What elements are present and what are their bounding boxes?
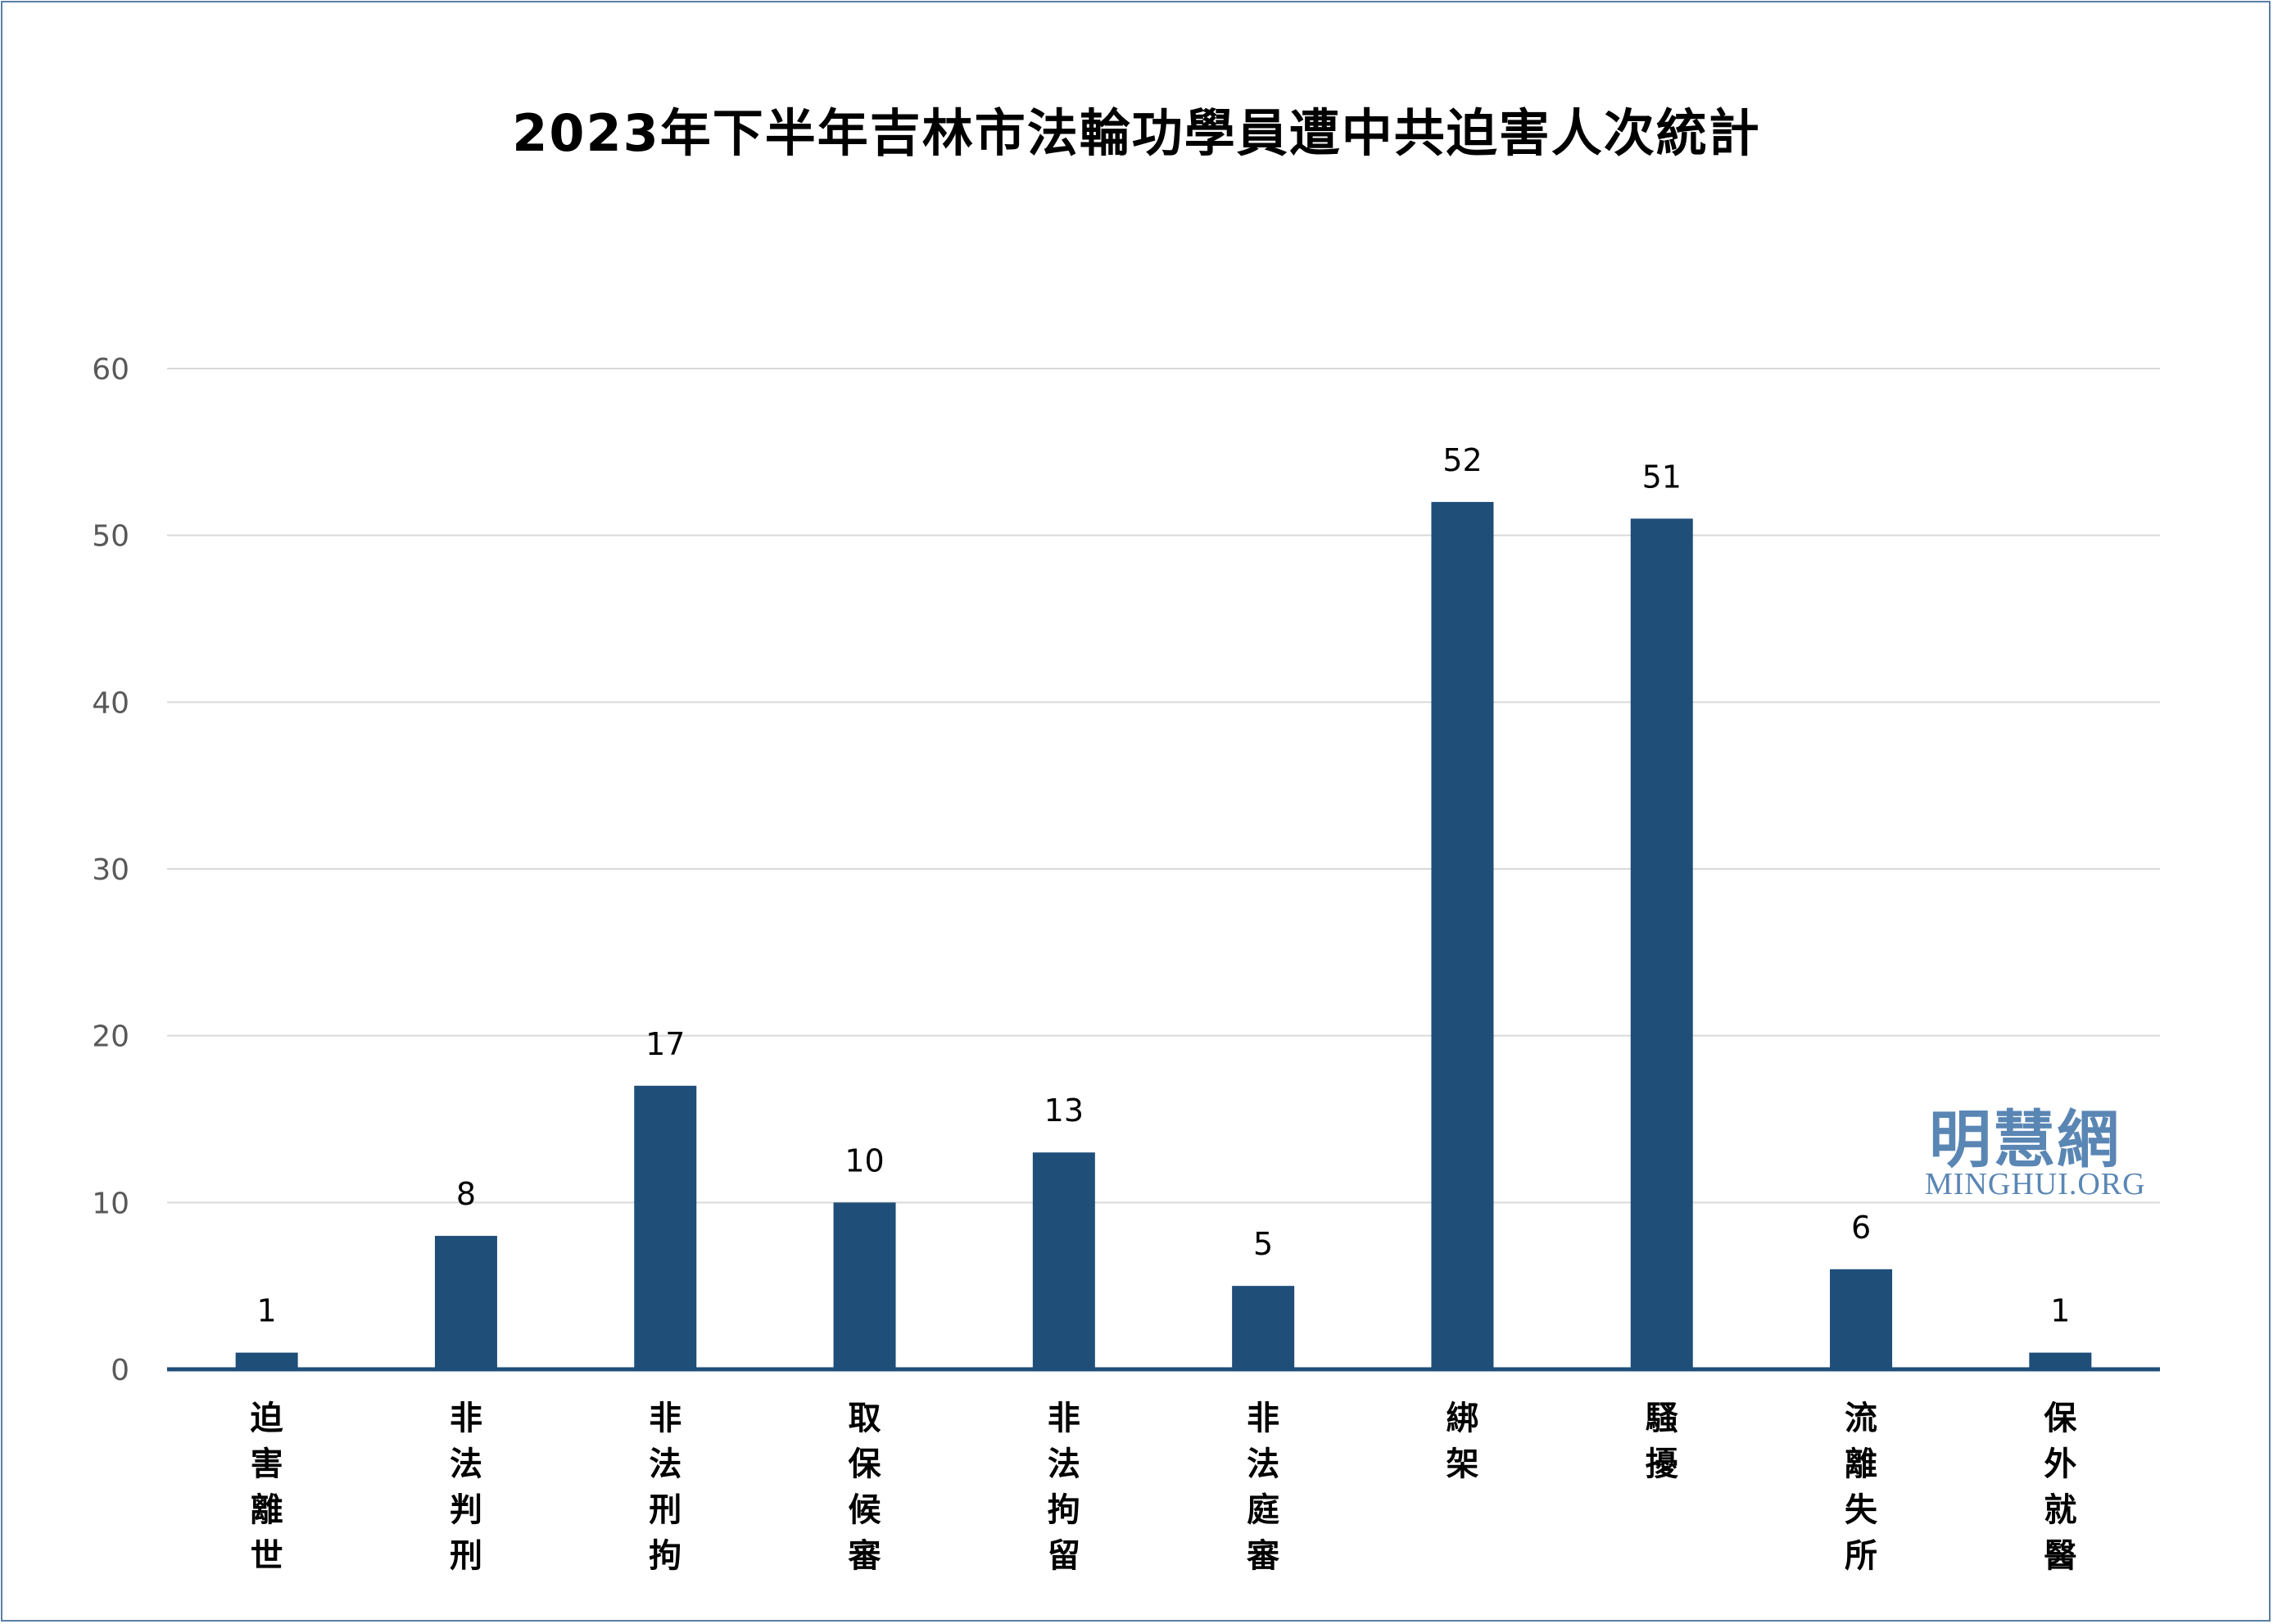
y-tick-label: 10 (92, 1187, 129, 1220)
x-tick-label-char: 非 (450, 1400, 482, 1437)
bar-8 (1630, 518, 1693, 1369)
chart-title: 2023年下半年吉林市法輪功學員遭中共迫害人次統計 (512, 103, 1761, 163)
y-tick-label: 20 (92, 1020, 129, 1054)
data-label: 17 (645, 1026, 685, 1062)
y-tick-label: 30 (92, 853, 129, 887)
bar-1 (235, 1352, 298, 1369)
x-tick-label-char: 刑 (450, 1537, 482, 1575)
data-label: 52 (1442, 442, 1482, 478)
x-tick-label-char: 審 (1246, 1537, 1280, 1575)
x-tick-label-char: 流 (1845, 1400, 1877, 1437)
x-tick-label-char: 非 (649, 1400, 681, 1437)
data-label: 5 (1253, 1226, 1273, 1262)
watermark-logo-en: MINGHUI.ORG (1925, 1167, 2146, 1201)
y-tick-label: 50 (92, 520, 129, 554)
x-tick-label-char: 庭 (1247, 1491, 1279, 1529)
bar-6 (1232, 1286, 1295, 1369)
data-label: 51 (1642, 459, 1682, 495)
x-tick-label-char: 架 (1446, 1445, 1478, 1483)
x-tick-label-char: 離 (1845, 1445, 1877, 1483)
data-label: 6 (1851, 1210, 1871, 1246)
x-tick-label-char: 害 (251, 1445, 283, 1483)
x-tick-label-char: 判 (450, 1491, 482, 1529)
x-tick-label-char: 法 (1247, 1445, 1279, 1483)
x-tick-label-char: 取 (849, 1400, 881, 1437)
x-tick-label-char: 法 (1048, 1445, 1080, 1483)
bar-4 (833, 1202, 896, 1369)
y-tick-label: 0 (111, 1354, 129, 1387)
x-tick-label-char: 外 (2044, 1445, 2076, 1483)
x-tick-label-char: 保 (849, 1445, 882, 1483)
x-tick-label-char: 所 (1845, 1537, 1877, 1575)
x-tick-label-char: 失 (1845, 1491, 1878, 1529)
bar-9 (1830, 1269, 1893, 1369)
x-tick-label-char: 非 (1048, 1400, 1080, 1437)
x-tick-label-char: 法 (450, 1445, 482, 1483)
data-label: 1 (257, 1293, 277, 1329)
watermark-logo-cn: 明慧網 (1929, 1103, 2121, 1176)
x-tick-label-char: 非 (1247, 1400, 1279, 1437)
x-tick-label-char: 擾 (1646, 1445, 1679, 1483)
x-tick-label-char: 留 (1048, 1537, 1080, 1575)
bar-2 (434, 1236, 497, 1369)
x-tick-label-char: 騷 (1646, 1400, 1679, 1437)
x-tick-label-char: 保 (2044, 1400, 2077, 1437)
x-tick-label-char: 拘 (649, 1537, 681, 1575)
x-tick-label-char: 世 (251, 1537, 283, 1575)
data-label: 1 (2050, 1293, 2070, 1329)
bar-10 (2029, 1352, 2092, 1369)
x-tick-label-char: 就 (2044, 1491, 2076, 1529)
data-label: 10 (844, 1142, 884, 1178)
x-tick-label-char: 法 (649, 1445, 681, 1483)
x-tick-label-char: 候 (849, 1491, 881, 1529)
y-tick-label: 40 (92, 686, 129, 720)
x-tick-label-char: 迫 (251, 1400, 283, 1437)
bar-3 (634, 1085, 697, 1369)
x-tick-label-char: 刑 (649, 1491, 681, 1529)
data-label: 8 (456, 1176, 476, 1212)
x-tick-label-char: 審 (848, 1537, 882, 1575)
x-tick-label-char: 醫 (2044, 1537, 2076, 1575)
x-tick-label-char: 離 (251, 1491, 283, 1529)
bar-5 (1032, 1152, 1095, 1369)
x-tick-label-char: 拘 (1048, 1491, 1080, 1529)
x-tick-label-char: 綁 (1446, 1400, 1478, 1437)
data-label: 13 (1044, 1092, 1084, 1129)
bar-7 (1431, 501, 1494, 1369)
y-tick-label: 60 (92, 353, 129, 387)
